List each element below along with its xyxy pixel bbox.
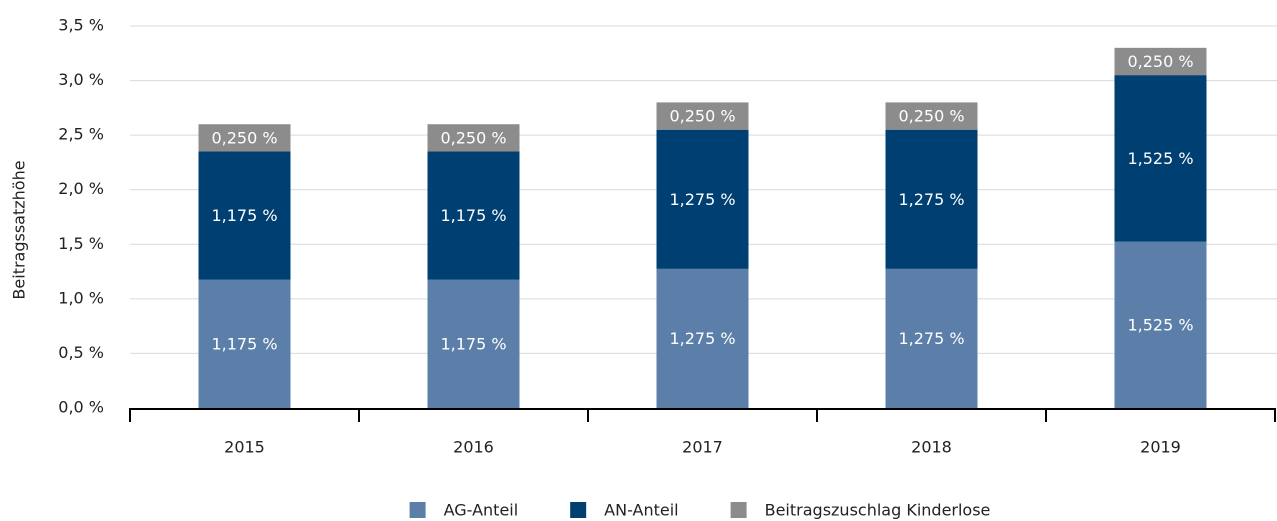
value-label: 0,250 % — [669, 107, 735, 126]
bar-segment — [198, 124, 291, 152]
bar-segment — [885, 268, 978, 408]
bar-segment — [198, 279, 291, 408]
y-tick-label: 0,0 % — [58, 398, 104, 417]
value-label: 1,175 % — [211, 206, 277, 225]
value-label: 0,250 % — [211, 128, 277, 147]
y-tick-label: 1,5 % — [58, 234, 104, 253]
bar-segment — [656, 102, 749, 130]
value-label: 1,175 % — [440, 206, 506, 225]
legend-label: AG-Anteil — [444, 501, 519, 520]
bar-segment — [656, 268, 749, 408]
bar-segment — [427, 279, 520, 408]
value-label: 1,275 % — [669, 329, 735, 348]
value-label: 1,275 % — [669, 190, 735, 209]
legend-swatch — [570, 502, 587, 518]
x-tick-label: 2017 — [682, 438, 723, 457]
y-tick-label: 2,0 % — [58, 179, 104, 198]
value-label: 0,250 % — [1127, 52, 1193, 71]
value-label: 0,250 % — [898, 107, 964, 126]
bar-segment — [1114, 75, 1207, 242]
y-tick-label: 3,5 % — [58, 16, 104, 35]
bar-segment — [885, 129, 978, 269]
legend-label: Beitragszuschlag Kinderlose — [765, 501, 991, 520]
value-label: 0,250 % — [440, 128, 506, 147]
bar-segment — [427, 151, 520, 280]
y-tick-label: 1,0 % — [58, 288, 104, 307]
bar-segment — [427, 124, 520, 152]
bar-segment — [1114, 241, 1207, 408]
value-label: 1,275 % — [898, 329, 964, 348]
value-label: 1,175 % — [440, 334, 506, 353]
y-tick-label: 2,5 % — [58, 125, 104, 144]
x-tick-label: 2018 — [911, 438, 952, 457]
x-tick-label: 2015 — [224, 438, 265, 457]
x-tick-label: 2019 — [1140, 438, 1181, 457]
bar-segment — [1114, 47, 1207, 76]
bar-segment — [198, 151, 291, 280]
legend-swatch — [409, 502, 426, 518]
y-tick-label: 0,5 % — [58, 343, 104, 362]
y-axis-label: Beitragssatzhöhe — [10, 160, 29, 299]
bar-segment — [885, 102, 978, 130]
value-label: 1,525 % — [1127, 315, 1193, 334]
legend-swatch — [730, 502, 747, 518]
legend-label: AN-Anteil — [604, 501, 678, 520]
bar-segment — [656, 129, 749, 269]
y-tick-label: 3,0 % — [58, 70, 104, 89]
x-tick-label: 2016 — [453, 438, 494, 457]
value-label: 1,525 % — [1127, 149, 1193, 168]
value-label: 1,175 % — [211, 334, 277, 353]
value-label: 1,275 % — [898, 190, 964, 209]
